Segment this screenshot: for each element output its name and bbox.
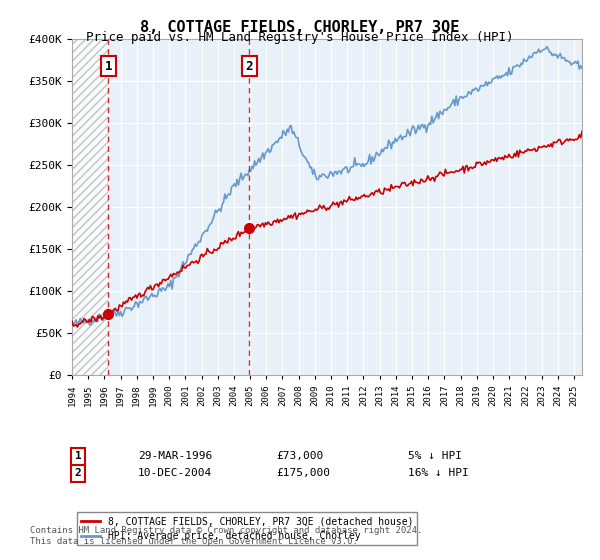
Legend: 8, COTTAGE FIELDS, CHORLEY, PR7 3QE (detached house), HPI: Average price, detach: 8, COTTAGE FIELDS, CHORLEY, PR7 3QE (det… xyxy=(77,512,418,545)
Text: 1: 1 xyxy=(74,451,82,461)
Polygon shape xyxy=(72,39,108,375)
Text: £73,000: £73,000 xyxy=(276,451,323,461)
Text: 2: 2 xyxy=(245,59,253,73)
Text: 2: 2 xyxy=(74,468,82,478)
Text: Contains HM Land Registry data © Crown copyright and database right 2024.
This d: Contains HM Land Registry data © Crown c… xyxy=(30,526,422,546)
Text: 29-MAR-1996: 29-MAR-1996 xyxy=(138,451,212,461)
Text: £175,000: £175,000 xyxy=(276,468,330,478)
Text: 10-DEC-2004: 10-DEC-2004 xyxy=(138,468,212,478)
Text: 8, COTTAGE FIELDS, CHORLEY, PR7 3QE: 8, COTTAGE FIELDS, CHORLEY, PR7 3QE xyxy=(140,20,460,35)
Text: 1: 1 xyxy=(104,59,112,73)
Text: 16% ↓ HPI: 16% ↓ HPI xyxy=(408,468,469,478)
Text: Price paid vs. HM Land Registry's House Price Index (HPI): Price paid vs. HM Land Registry's House … xyxy=(86,31,514,44)
Text: 5% ↓ HPI: 5% ↓ HPI xyxy=(408,451,462,461)
